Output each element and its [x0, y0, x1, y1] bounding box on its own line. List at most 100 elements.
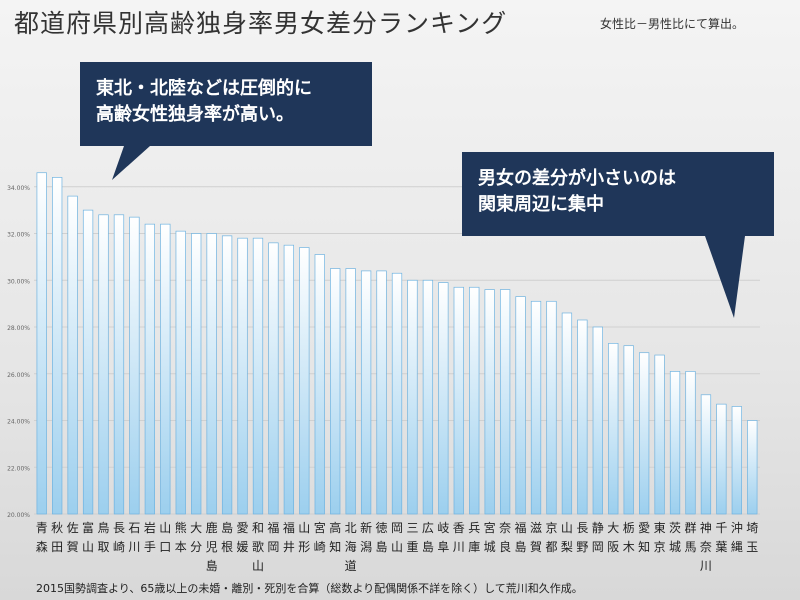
x-tick-label: 石 — [128, 521, 140, 535]
bar — [438, 282, 449, 515]
x-tick-label: 大 — [190, 521, 202, 535]
bar — [160, 223, 171, 515]
x-tick-label: 田 — [51, 540, 63, 554]
y-tick-label: 34.00% — [7, 185, 30, 192]
x-tick-label: 山 — [82, 540, 94, 554]
x-tick-label: 歌 — [252, 539, 264, 554]
y-tick-label: 26.00% — [7, 372, 30, 379]
footnote: 2015国勢調査より、65歳以上の未婚・離別・死別を合算（総数より配偶関係不詳を… — [36, 582, 583, 595]
callout-1-text: 東北・北陸などは圧倒的に 高齢女性独身率が高い。 — [96, 76, 356, 128]
bar — [407, 279, 418, 515]
bar — [592, 326, 603, 515]
x-tick-label: 福 — [283, 520, 295, 535]
x-tick-label: 玉 — [746, 540, 758, 554]
bar — [268, 242, 279, 515]
bar — [700, 394, 712, 515]
x-tick-label: 岡 — [391, 521, 403, 535]
x-tick-label: 高 — [329, 520, 341, 535]
x-tick-label: 宮 — [484, 520, 496, 535]
x-tick-label: 徳 — [376, 520, 388, 535]
x-tick-label: 茨 — [669, 521, 681, 535]
x-tick-label: 道 — [345, 559, 357, 573]
x-tick-label: 重 — [406, 540, 418, 554]
x-tick-label: 児 — [206, 540, 218, 554]
bar — [299, 247, 310, 515]
bar — [561, 312, 573, 515]
x-tick-label: 城 — [669, 540, 681, 554]
bar — [237, 237, 248, 515]
x-tick-label: 鳥 — [98, 520, 110, 535]
x-tick-label: 川 — [700, 559, 712, 573]
x-tick-label: 梨 — [561, 540, 573, 554]
bar — [82, 209, 94, 515]
x-tick-label: 広 — [422, 521, 434, 535]
x-tick-label: 根 — [221, 540, 233, 554]
x-tick-label: 静 — [592, 521, 604, 535]
x-tick-label: 奈 — [700, 540, 712, 554]
x-tick-label: 沖 — [731, 521, 743, 535]
bar — [345, 268, 356, 515]
x-tick-label: 北 — [345, 521, 357, 535]
bars-layer — [36, 172, 758, 515]
x-tick-label: 都 — [545, 540, 557, 554]
bar — [221, 235, 233, 515]
x-tick-label: 山 — [252, 559, 264, 573]
x-tick-label: 崎 — [113, 540, 125, 554]
bar — [113, 214, 125, 515]
x-tick-label: 森 — [36, 539, 48, 554]
x-tick-label: 島 — [422, 539, 434, 554]
bar — [129, 216, 140, 515]
x-tick-label: 香 — [453, 521, 465, 535]
x-tick-label: 京 — [654, 540, 666, 554]
y-axis: 20.00% 22.00% 24.00% 26.00% 28.00% 30.00% 32.0… — [7, 185, 30, 519]
x-tick-label: 阪 — [607, 540, 619, 554]
x-tick-label: 千 — [715, 521, 727, 535]
x-tick-label: 潟 — [360, 540, 372, 554]
bar — [669, 371, 681, 515]
x-tick-label: 本 — [175, 540, 187, 554]
x-tick-label: 良 — [499, 539, 511, 554]
x-tick-label: 取 — [98, 540, 110, 554]
x-tick-label: 和 — [252, 521, 264, 535]
bar — [422, 279, 434, 515]
callout-box-1 — [80, 62, 372, 180]
x-tick-label: 賀 — [530, 540, 542, 554]
bar — [685, 371, 696, 515]
x-tick-label: 秋 — [51, 521, 63, 535]
bar — [654, 354, 665, 515]
bar — [577, 319, 588, 515]
x-tick-label: 佐 — [67, 521, 79, 535]
x-tick-label: 川 — [128, 540, 140, 554]
callout-2-text: 男女の差分が小さいのは 関東周辺に集中 — [478, 166, 758, 218]
bar — [747, 420, 758, 515]
x-tick-label: 滋 — [530, 521, 542, 535]
bar — [36, 172, 47, 515]
x-tick-label: 口 — [159, 540, 171, 554]
bar — [608, 343, 619, 515]
callout-2-line-2: 関東周辺に集中 — [478, 194, 604, 215]
bar — [515, 296, 526, 515]
bar — [67, 195, 78, 515]
x-tick-label: 庫 — [468, 540, 480, 554]
callout-1-line-1: 東北・北陸などは圧倒的に — [96, 78, 312, 99]
x-tick-label: 野 — [576, 540, 588, 554]
x-tick-label: 福 — [515, 520, 527, 535]
x-tick-label: 川 — [453, 540, 465, 554]
bar — [175, 230, 186, 515]
x-tick-label: 島 — [221, 520, 233, 535]
x-tick-label: 岩 — [144, 520, 156, 535]
x-tick-label: 長 — [576, 521, 588, 535]
x-tick-label: 神 — [700, 521, 712, 535]
x-tick-label: 媛 — [237, 540, 249, 554]
x-tick-label: 富 — [82, 520, 94, 535]
x-tick-label: 縄 — [731, 539, 743, 554]
x-tick-label: 愛 — [237, 521, 249, 535]
x-tick-label: 島 — [515, 539, 527, 554]
x-tick-label: 奈 — [499, 521, 511, 535]
x-tick-label: 島 — [206, 558, 218, 573]
x-tick-label: 木 — [623, 540, 635, 554]
bar — [330, 268, 341, 515]
bar — [716, 403, 727, 515]
x-tick-label: 大 — [607, 521, 619, 535]
callout-box-2 — [462, 152, 774, 318]
